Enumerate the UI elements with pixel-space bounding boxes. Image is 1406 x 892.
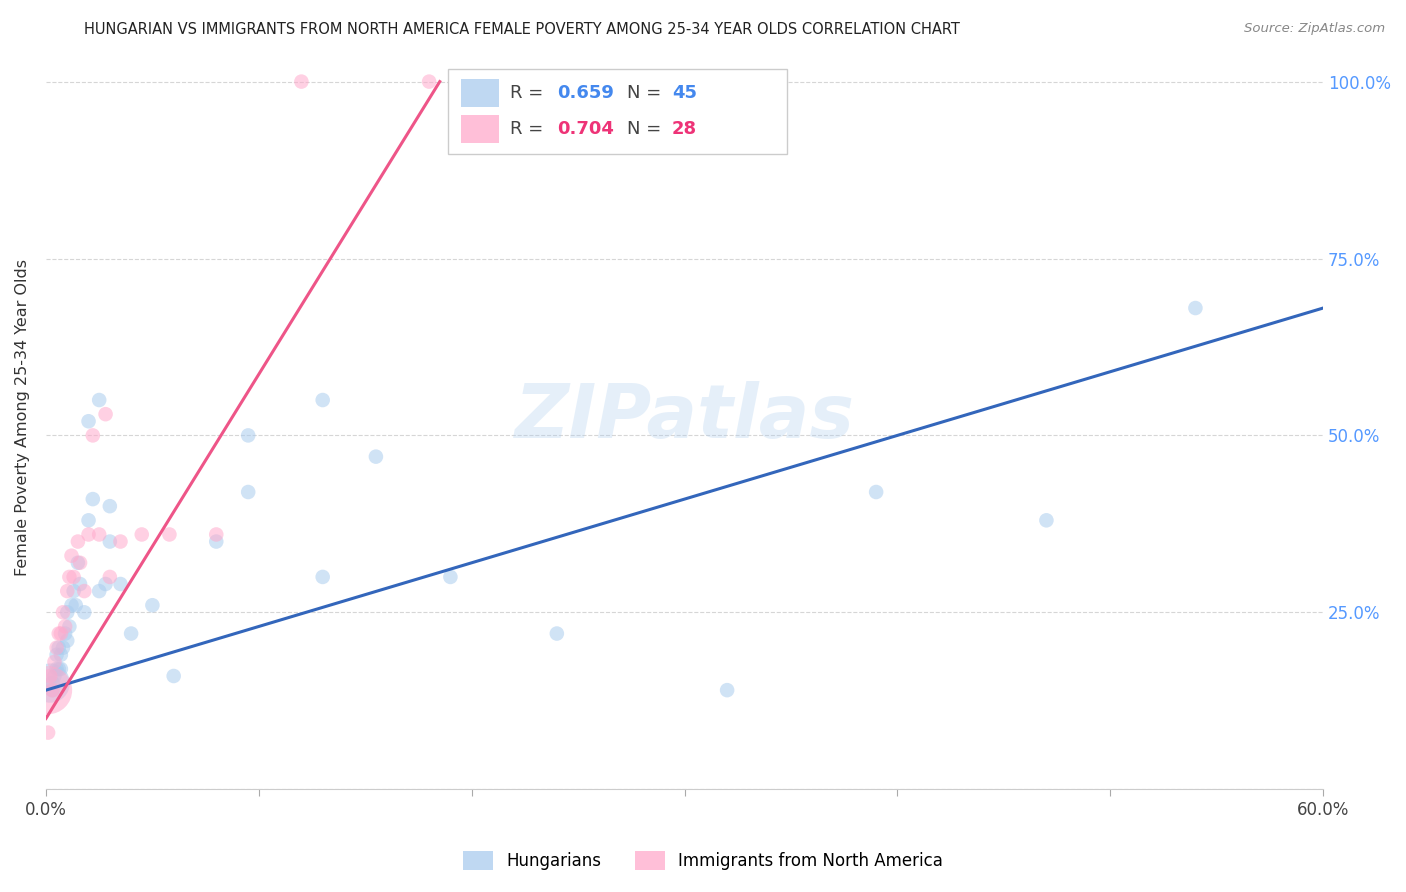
- Point: [49, 662, 72, 676]
- Point: [312, 570, 335, 584]
- Point: [53, 619, 76, 633]
- Text: HUNGARIAN VS IMMIGRANTS FROM NORTH AMERICA FEMALE POVERTY AMONG 25-34 YEAR OLDS : HUNGARIAN VS IMMIGRANTS FROM NORTH AMERI…: [84, 22, 960, 37]
- Point: [77, 527, 100, 541]
- Point: [56, 605, 79, 619]
- Point: [865, 485, 887, 500]
- Bar: [449, 69, 787, 154]
- Point: [546, 626, 568, 640]
- Point: [44, 669, 66, 683]
- Point: [39, 676, 62, 690]
- Point: [48, 626, 70, 640]
- Point: [98, 570, 121, 584]
- Point: [45, 640, 67, 655]
- Point: [44, 655, 66, 669]
- Point: [89, 527, 111, 541]
- Point: [94, 577, 117, 591]
- Point: [69, 556, 91, 570]
- Point: [131, 527, 153, 541]
- Text: 0.659: 0.659: [557, 84, 613, 102]
- Point: [52, 605, 75, 619]
- Point: [110, 534, 132, 549]
- Point: [205, 527, 228, 541]
- Point: [56, 633, 79, 648]
- Text: 0.704: 0.704: [557, 120, 613, 137]
- Point: [77, 414, 100, 428]
- Point: [73, 584, 96, 599]
- Point: [82, 428, 104, 442]
- Point: [120, 626, 142, 640]
- Point: [45, 662, 67, 676]
- Point: [41, 676, 63, 690]
- Point: [37, 725, 59, 739]
- Point: [163, 669, 186, 683]
- Point: [37, 683, 59, 698]
- Point: [159, 527, 181, 541]
- Point: [66, 534, 89, 549]
- Point: [41, 683, 63, 698]
- Text: 45: 45: [672, 84, 697, 102]
- Text: R =: R =: [509, 84, 548, 102]
- Point: [39, 669, 62, 683]
- Point: [89, 392, 111, 407]
- Point: [418, 74, 440, 88]
- Point: [45, 648, 67, 662]
- Point: [290, 74, 312, 88]
- Point: [73, 605, 96, 619]
- Point: [98, 499, 121, 513]
- Point: [1184, 301, 1206, 315]
- Point: [110, 577, 132, 591]
- Point: [439, 570, 461, 584]
- Text: N =: N =: [627, 84, 666, 102]
- Point: [48, 662, 70, 676]
- Point: [1035, 513, 1057, 527]
- Text: ZIPatlas: ZIPatlas: [515, 381, 855, 454]
- Point: [56, 584, 79, 599]
- Point: [98, 534, 121, 549]
- Point: [716, 683, 738, 698]
- Bar: [461, 114, 499, 143]
- Text: N =: N =: [627, 120, 666, 137]
- Point: [65, 599, 87, 613]
- Point: [48, 640, 70, 655]
- Bar: [461, 78, 499, 107]
- Text: Source: ZipAtlas.com: Source: ZipAtlas.com: [1244, 22, 1385, 36]
- Point: [238, 485, 260, 500]
- Point: [60, 599, 83, 613]
- Point: [49, 648, 72, 662]
- Point: [77, 513, 100, 527]
- Point: [205, 534, 228, 549]
- Point: [94, 407, 117, 421]
- Point: [141, 599, 163, 613]
- Point: [62, 584, 84, 599]
- Text: 28: 28: [672, 120, 697, 137]
- Point: [41, 683, 63, 698]
- Text: R =: R =: [509, 120, 548, 137]
- Y-axis label: Female Poverty Among 25-34 Year Olds: Female Poverty Among 25-34 Year Olds: [15, 260, 30, 576]
- Point: [49, 626, 72, 640]
- Point: [53, 626, 76, 640]
- Legend: Hungarians, Immigrants from North America: Hungarians, Immigrants from North Americ…: [457, 844, 949, 877]
- Point: [52, 640, 75, 655]
- Point: [62, 570, 84, 584]
- Point: [60, 549, 83, 563]
- Point: [364, 450, 387, 464]
- Point: [238, 428, 260, 442]
- Point: [66, 556, 89, 570]
- Point: [69, 577, 91, 591]
- Point: [89, 584, 111, 599]
- Point: [58, 619, 80, 633]
- Point: [82, 492, 104, 507]
- Point: [58, 570, 80, 584]
- Point: [312, 392, 335, 407]
